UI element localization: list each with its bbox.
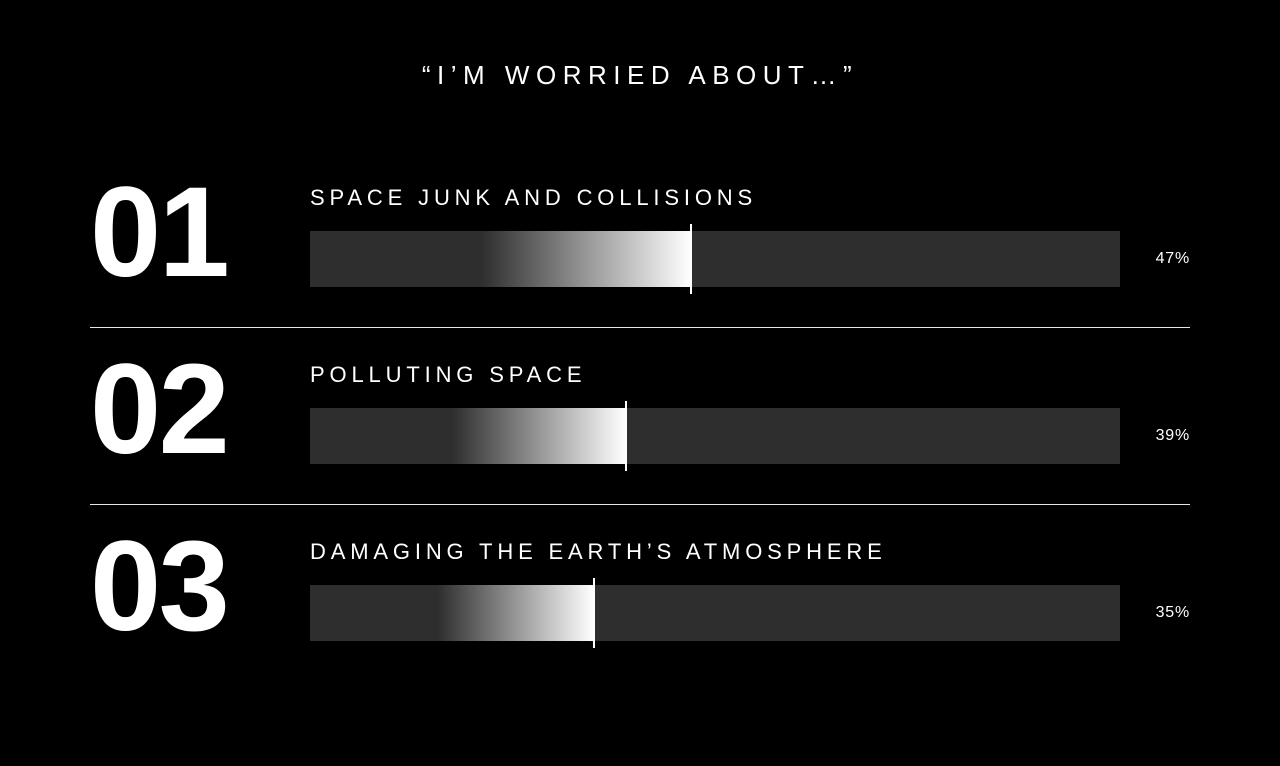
ranked-bar-list: 01 SPACE JUNK AND COLLISIONS 47% 02 POLL… <box>90 151 1190 681</box>
bar-area: 39% <box>310 408 1190 464</box>
row-body: DAMAGING THE EARTH’S ATMOSPHERE 35% <box>310 533 1190 641</box>
bar-track <box>310 231 1120 287</box>
rank-row: 01 SPACE JUNK AND COLLISIONS 47% <box>90 151 1190 327</box>
bar-tick <box>625 401 627 471</box>
bar-track <box>310 585 1120 641</box>
bar-fill <box>310 231 691 287</box>
row-label: DAMAGING THE EARTH’S ATMOSPHERE <box>310 539 1190 565</box>
row-body: SPACE JUNK AND COLLISIONS 47% <box>310 179 1190 287</box>
pct-label: 35% <box>1138 604 1190 622</box>
rank-row: 03 DAMAGING THE EARTH’S ATMOSPHERE 35% <box>90 505 1190 681</box>
pct-label: 47% <box>1138 250 1190 268</box>
rank-number: 01 <box>90 169 310 297</box>
bar-tick <box>690 224 692 294</box>
row-body: POLLUTING SPACE 39% <box>310 356 1190 464</box>
page-title: “I’M WORRIED ABOUT…” <box>90 60 1190 91</box>
row-label: SPACE JUNK AND COLLISIONS <box>310 185 1190 211</box>
bar-area: 47% <box>310 231 1190 287</box>
pct-label: 39% <box>1138 427 1190 445</box>
bar-tick <box>593 578 595 648</box>
bar-area: 35% <box>310 585 1190 641</box>
rank-row: 02 POLLUTING SPACE 39% <box>90 328 1190 504</box>
row-label: POLLUTING SPACE <box>310 362 1190 388</box>
rank-number: 03 <box>90 523 310 651</box>
rank-number: 02 <box>90 346 310 474</box>
infographic-panel: “I’M WORRIED ABOUT…” 01 SPACE JUNK AND C… <box>0 0 1280 766</box>
bar-fill <box>310 585 594 641</box>
bar-fill <box>310 408 626 464</box>
bar-track <box>310 408 1120 464</box>
